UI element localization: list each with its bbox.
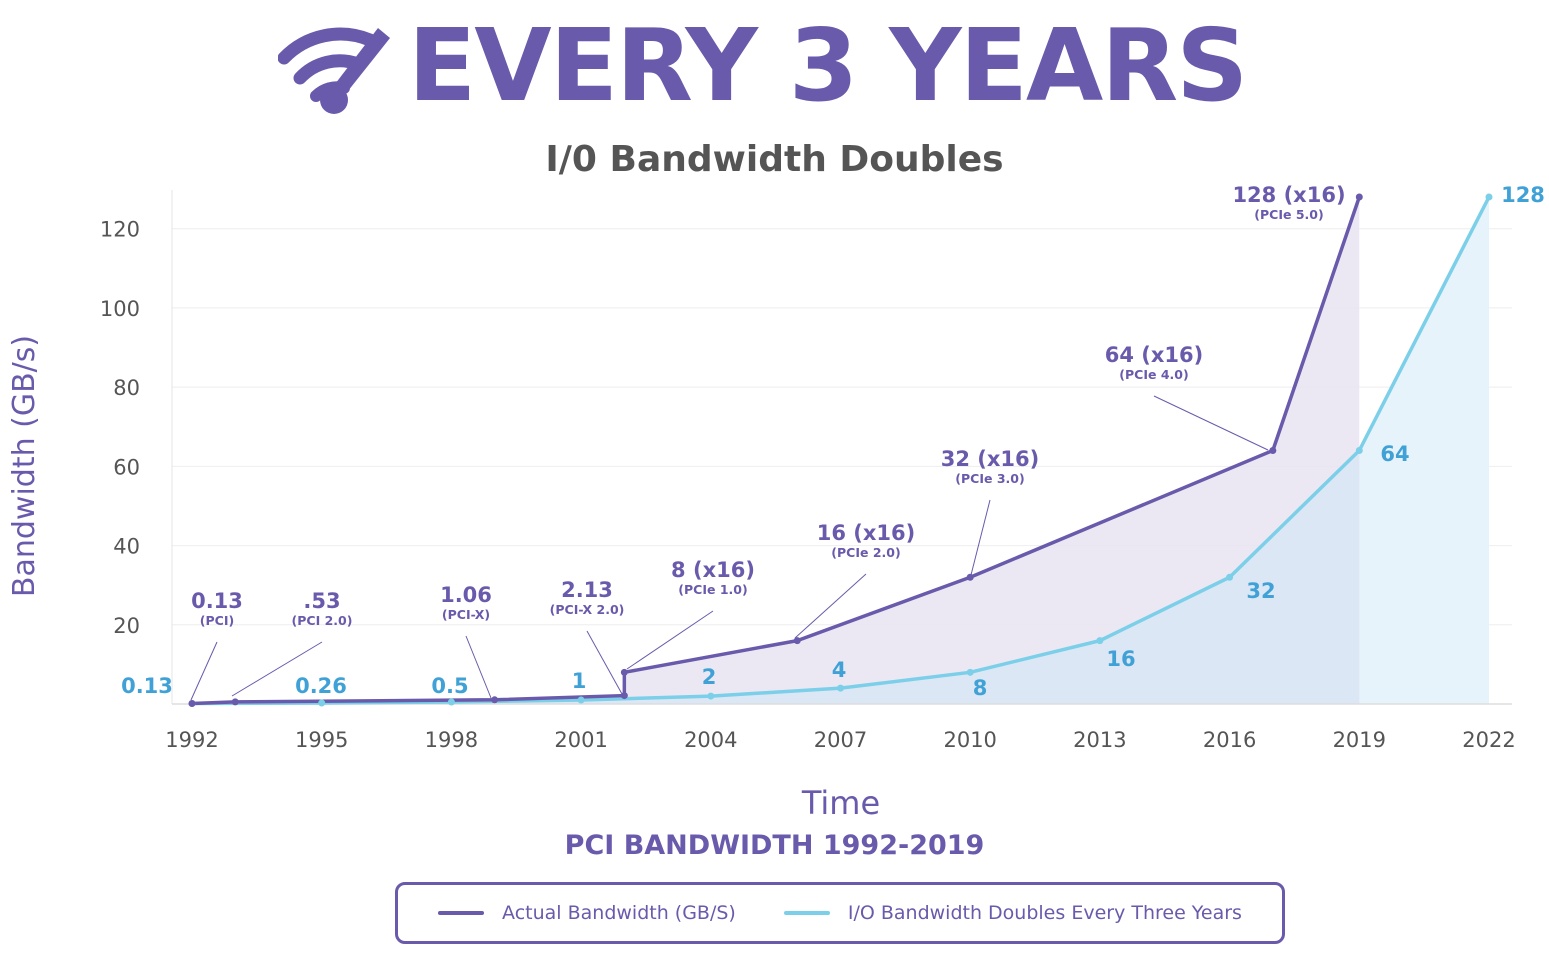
y-tick-label: 40 xyxy=(113,535,140,559)
data-point-actual xyxy=(966,573,974,581)
data-label-actual: 32 (x16) xyxy=(941,447,1040,471)
data-label-doubling: 0.5 xyxy=(431,674,468,698)
data-label-doubling: 2 xyxy=(702,665,717,689)
x-tick-label: 2010 xyxy=(943,728,996,752)
area-fills xyxy=(192,197,1489,704)
y-tick-label: 80 xyxy=(113,376,140,400)
data-label-actual: 0.13 xyxy=(191,589,243,613)
data-label-doubling: 8 xyxy=(973,676,988,700)
data-sublabel-actual: (PCIe 3.0) xyxy=(955,471,1024,486)
leader-line xyxy=(794,573,867,639)
legend-swatch-doubling xyxy=(783,911,830,915)
data-point-actual xyxy=(1269,447,1277,454)
data-point-actual xyxy=(620,668,628,676)
overlap-area xyxy=(192,450,1360,704)
leader-line xyxy=(586,630,623,695)
data-point-actual xyxy=(1355,193,1363,201)
data-points xyxy=(188,193,1493,707)
y-tick-label: 20 xyxy=(113,614,140,638)
data-point-doubling xyxy=(318,699,326,707)
data-point-doubling xyxy=(577,696,585,704)
x-tick-label: 2013 xyxy=(1073,728,1126,752)
data-point-actual xyxy=(188,699,196,707)
data-sublabel-actual: (PCIe 2.0) xyxy=(831,545,900,560)
x-tick-label: 2004 xyxy=(684,728,737,752)
leader-line xyxy=(231,641,323,697)
data-label-doubling: 32 xyxy=(1246,579,1275,603)
leader-line xyxy=(626,610,714,670)
y-tick-label: 60 xyxy=(113,455,140,479)
legend-label-actual: Actual Bandwidth (GB/S) xyxy=(502,902,736,924)
chart-title: PCI BANDWIDTH 1992-2019 xyxy=(564,830,985,861)
subtitle: I/0 Bandwidth Doubles xyxy=(545,139,1004,180)
data-label-actual: 8 (x16) xyxy=(671,558,755,582)
data-label-doubling: 16 xyxy=(1106,647,1135,671)
data-point-doubling xyxy=(1355,447,1363,454)
actual-area xyxy=(192,197,1360,704)
data-sublabel-actual: (PCIe 1.0) xyxy=(678,582,747,597)
data-label-actual: 2.13 xyxy=(561,578,613,602)
data-point-doubling xyxy=(1096,637,1104,645)
legend: Actual Bandwidth (GB/S) I/O Bandwidth Do… xyxy=(395,882,1285,944)
data-label-doubling: 128 xyxy=(1501,183,1545,207)
x-axis-title: Time xyxy=(801,784,880,822)
x-tick-label: 2022 xyxy=(1462,728,1515,752)
legend-item-actual: Actual Bandwidth (GB/S) xyxy=(438,902,736,924)
leader-lines xyxy=(190,395,1269,701)
data-sublabel-actual: (PCIe 4.0) xyxy=(1119,367,1188,382)
x-tick-label: 2001 xyxy=(554,728,607,752)
data-label-actual: 16 (x16) xyxy=(817,521,916,545)
data-label-doubling: 4 xyxy=(832,658,847,682)
data-point-actual xyxy=(793,637,801,645)
x-tick-label: 2019 xyxy=(1333,728,1386,752)
x-tick-label: 1995 xyxy=(295,728,348,752)
data-label-doubling: 0.13 xyxy=(121,674,173,698)
leader-line xyxy=(190,641,218,701)
leader-line xyxy=(465,635,492,699)
data-point-doubling xyxy=(837,684,844,692)
data-point-doubling xyxy=(1226,573,1234,581)
headline: EVERY 3 YEARS xyxy=(408,7,1248,124)
leader-line xyxy=(1153,395,1269,451)
data-label-doubling: 64 xyxy=(1380,442,1409,466)
data-point-doubling xyxy=(966,668,974,676)
y-tick-label: 120 xyxy=(100,218,140,242)
data-sublabel-actual: (PCI) xyxy=(200,613,234,628)
data-point-actual xyxy=(491,696,499,704)
data-sublabel-actual: (PCIe 5.0) xyxy=(1254,207,1323,222)
data-label-doubling: 1 xyxy=(572,669,587,693)
x-tick-label: 2016 xyxy=(1203,728,1256,752)
legend-item-doubling: I/O Bandwidth Doubles Every Three Years xyxy=(783,902,1242,924)
data-label-actual: 64 (x16) xyxy=(1105,343,1204,367)
x-tick-label: 2007 xyxy=(814,728,867,752)
y-tick-label: 100 xyxy=(100,297,140,321)
y-axis-title: Bandwidth (GB/s) xyxy=(7,335,42,597)
x-tick-label: 1992 xyxy=(165,728,218,752)
data-sublabel-actual: (PCI-X) xyxy=(442,607,490,622)
data-point-doubling xyxy=(707,692,715,700)
legend-label-doubling: I/O Bandwidth Doubles Every Three Years xyxy=(847,902,1242,924)
speedometer-icon xyxy=(278,27,390,114)
legend-swatch-actual xyxy=(438,911,485,915)
data-point-doubling xyxy=(1485,193,1493,201)
data-point-actual xyxy=(231,698,239,706)
data-label-actual: 1.06 xyxy=(440,583,492,607)
leader-line xyxy=(970,499,991,576)
data-label-actual: .53 xyxy=(303,589,340,613)
data-point-actual xyxy=(620,692,628,700)
data-label-actual: 128 (x16) xyxy=(1232,183,1345,207)
data-point-doubling xyxy=(447,698,455,706)
x-tick-label: 1998 xyxy=(425,728,478,752)
data-sublabel-actual: (PCI-X 2.0) xyxy=(550,602,625,617)
data-label-doubling: 0.26 xyxy=(295,674,347,698)
data-labels: 0.13(PCI).53(PCI 2.0)1.06(PCI-X)2.13(PCI… xyxy=(121,183,1545,700)
data-sublabel-actual: (PCI 2.0) xyxy=(292,613,353,628)
